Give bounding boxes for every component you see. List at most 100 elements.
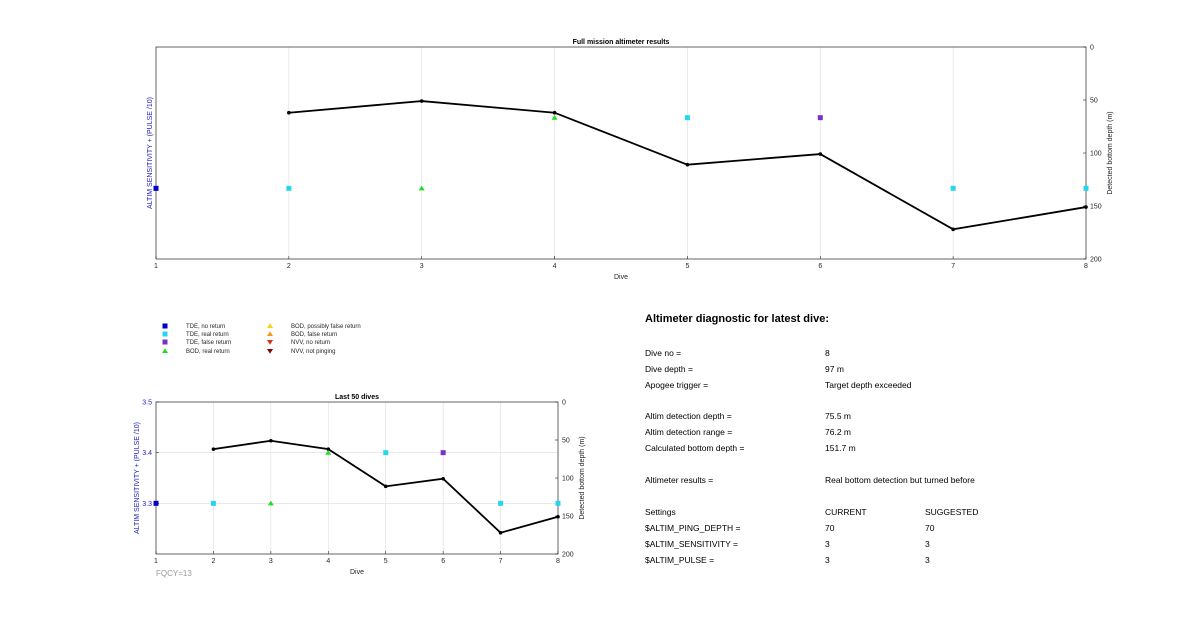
legend-symbol-bod-false-return <box>267 331 273 337</box>
legend-label: NVV, no return <box>291 340 330 346</box>
y-axis-label-right: Detected bottom depth (m) <box>1107 111 1114 194</box>
legend-label: BOD, possibly false return <box>291 324 361 330</box>
depth-point <box>441 476 445 481</box>
setting-label: $ALTIM_PING_DEPTH = <box>645 523 741 533</box>
diag-label: Dive depth = <box>645 364 693 374</box>
legend-label: TDE, real return <box>186 332 229 338</box>
yleft-tick-label: 3.4 <box>142 450 152 457</box>
marker-tde-real-return <box>950 185 956 191</box>
settings-label: Settings <box>645 507 676 517</box>
y-axis-label-right: Detected bottom depth (m) <box>579 436 586 519</box>
yright-tick-label: 50 <box>562 438 570 445</box>
diag-label: Altim detection range = <box>645 427 733 437</box>
diag-value: 8 <box>825 348 830 358</box>
diagnostic-title: Altimeter diagnostic for latest dive: <box>645 313 829 325</box>
diag-row-apogee-trigger: Apogee trigger = Target depth exceeded <box>645 380 1165 392</box>
marker-tde-false-return <box>440 450 446 456</box>
depth-point <box>287 110 291 115</box>
legend-label: BOD, false return <box>291 332 337 338</box>
depth-point <box>951 227 955 232</box>
x-axis-label: Dive <box>614 274 628 281</box>
y-axis-label-left: ALTIM SENSITIVITY + (PULSE /10) <box>134 422 141 534</box>
diag-value: 151.7 m <box>825 443 856 453</box>
legend-symbol-tde-false-return <box>162 339 168 345</box>
depth-point <box>383 484 388 489</box>
depth-point <box>818 152 823 156</box>
chart-title: Last 50 dives <box>335 394 379 401</box>
yright-tick-label: 0 <box>562 400 566 407</box>
diag-value: Real bottom detection but turned before <box>825 475 975 485</box>
diag-row-detection-range: Altim detection range = 76.2 m <box>645 427 1165 439</box>
diag-label: Altim detection depth = <box>645 411 732 421</box>
legend-label: NVV, not pinging <box>291 349 335 355</box>
x-tick-label: 7 <box>499 558 503 565</box>
setting-suggested: 3 <box>925 555 930 565</box>
diag-label: Altimeter results = <box>645 475 714 485</box>
diag-label: Dive no = <box>645 348 682 358</box>
depth-point <box>685 162 690 167</box>
diag-row-dive-depth: Dive depth = 97 m <box>645 364 1165 376</box>
marker-tde-no-return <box>153 185 159 191</box>
x-tick-label: 1 <box>154 263 158 270</box>
x-tick-label: 7 <box>951 263 955 270</box>
fqcy-label: FQCY=13 <box>156 569 192 578</box>
y-axis-label-left: ALTIM SENSITIVITY + (PULSE /10) <box>147 97 154 209</box>
yright-tick-label: 0 <box>1090 45 1094 52</box>
legend-symbol-nvv-not-pinging <box>267 348 273 354</box>
legend-label: TDE, false return <box>186 340 231 346</box>
yright-tick-label: 100 <box>1090 151 1102 158</box>
depth-point <box>419 99 424 103</box>
yright-tick-label: 50 <box>1090 98 1098 105</box>
x-tick-label: 5 <box>685 263 689 270</box>
x-tick-label: 3 <box>269 558 273 565</box>
depth-point <box>498 530 503 535</box>
diag-row-dive-no: Dive no = 8 <box>645 348 1165 360</box>
yright-tick-label: 200 <box>562 552 574 559</box>
x-tick-label: 8 <box>556 558 560 565</box>
marker-tde-real-return <box>383 450 389 456</box>
x-tick-label: 4 <box>326 558 330 565</box>
marker-tde-real-return <box>498 500 504 506</box>
setting-row-ping-depth: $ALTIM_PING_DEPTH = 70 70 <box>645 523 1165 535</box>
diag-value: 75.5 m <box>825 411 851 421</box>
diag-value: 97 m <box>825 364 844 374</box>
diag-label: Apogee trigger = <box>645 380 709 390</box>
depth-point <box>552 110 557 115</box>
settings-current-header: CURRENT <box>825 507 867 517</box>
marker-bod-real-return <box>551 114 558 120</box>
diag-row-bottom-depth: Calculated bottom depth = 151.7 m <box>645 443 1165 455</box>
yright-tick-label: 150 <box>562 514 574 521</box>
x-tick-label: 6 <box>441 558 445 565</box>
marker-tde-real-return <box>684 115 690 121</box>
legend-symbol-tde-real-return <box>162 331 168 337</box>
marker-tde-no-return <box>153 500 159 506</box>
marker-bod-real-return <box>325 449 332 455</box>
yleft-tick-label: 3.3 <box>142 501 152 508</box>
depth-point <box>556 514 560 519</box>
x-tick-label: 3 <box>420 263 424 270</box>
legend-symbol-tde-no-return <box>162 323 168 329</box>
legend-symbol-bod-possibly-false <box>267 323 273 329</box>
yleft-tick-label: 3.5 <box>142 400 152 407</box>
yright-tick-label: 150 <box>1090 204 1102 211</box>
marker-tde-real-return <box>286 185 292 191</box>
chart-title: Full mission altimeter results <box>573 39 670 46</box>
x-tick-label: 2 <box>287 263 291 270</box>
setting-row-pulse: $ALTIM_PULSE = 3 3 <box>645 555 1165 567</box>
marker-tde-false-return <box>817 115 823 121</box>
setting-current: 3 <box>825 555 830 565</box>
axes-box <box>155 46 1087 260</box>
yright-tick-label: 100 <box>562 476 574 483</box>
diag-value: 76.2 m <box>825 427 851 437</box>
depth-point <box>269 438 273 443</box>
x-tick-label: 5 <box>384 558 388 565</box>
setting-label: $ALTIM_PULSE = <box>645 555 715 565</box>
setting-label: $ALTIM_SENSITIVITY = <box>645 539 738 549</box>
setting-current: 70 <box>825 523 835 533</box>
diag-row-detection-depth: Altim detection depth = 75.5 m <box>645 411 1165 423</box>
x-tick-label: 8 <box>1084 263 1088 270</box>
setting-current: 3 <box>825 539 830 549</box>
marker-bod-real-return <box>418 185 425 191</box>
depth-point <box>1084 205 1088 209</box>
